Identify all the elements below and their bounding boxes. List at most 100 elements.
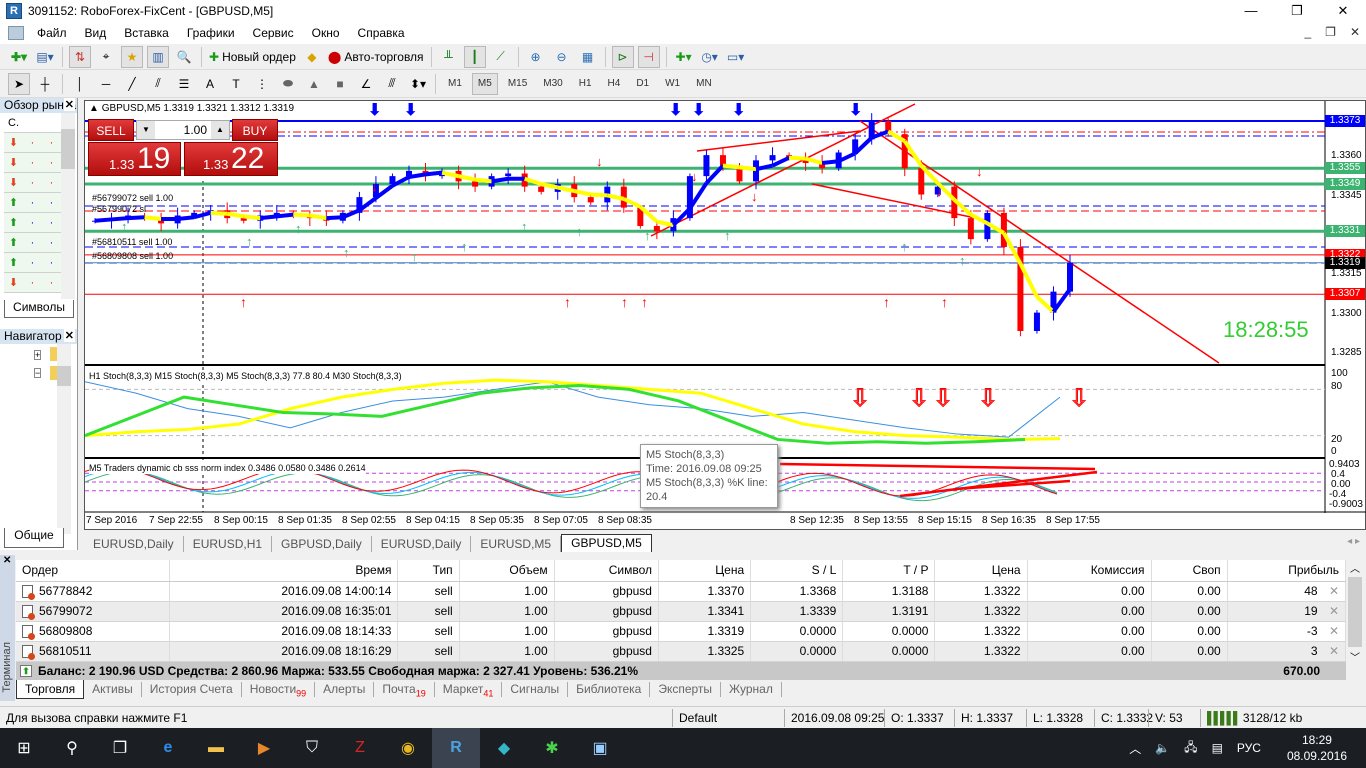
close-order-icon[interactable]: ✕ (1328, 644, 1339, 658)
minimize-button[interactable]: — (1244, 3, 1258, 18)
column-header[interactable]: T / P (842, 560, 936, 582)
input-language[interactable]: РУС (1236, 741, 1261, 755)
notifications-icon[interactable]: ▤ (1211, 741, 1223, 755)
terminal-tab[interactable]: Торговля (16, 680, 85, 699)
close-order-icon[interactable]: ✕ (1328, 604, 1339, 618)
new-order-button[interactable]: ✚ Новый ордер (208, 46, 297, 68)
timeframe-w1[interactable]: W1 (665, 78, 681, 89)
strategy-tester-icon[interactable]: 🔍 (176, 49, 192, 64)
profiles-icon[interactable]: ▤▾ (36, 49, 54, 64)
sell-button[interactable]: SELL (88, 119, 134, 141)
market-watch-row[interactable]: ⬇ · · (4, 133, 62, 153)
market-watch-row[interactable]: ⬆ · · (4, 253, 62, 273)
market-watch-scrollbar[interactable] (61, 113, 75, 299)
column-header[interactable]: Комиссия (1027, 560, 1152, 582)
timeframe-h1[interactable]: H1 (578, 78, 592, 89)
equidistant-channel-icon[interactable]: ⫽ (155, 76, 161, 90)
timeframe-m1[interactable]: M1 (448, 78, 462, 89)
menu-file[interactable]: Файл (37, 26, 67, 40)
chrome-icon[interactable]: ◉ (401, 740, 415, 757)
cursor-icon[interactable]: ➤ (8, 72, 30, 95)
menu-view[interactable]: Вид (84, 26, 107, 40)
text-icon[interactable]: A (205, 76, 214, 91)
terminal-tab[interactable]: Эксперты (650, 682, 722, 697)
task-view-icon[interactable]: ❐ (112, 740, 128, 757)
ellipse-icon[interactable]: ⬬ (282, 76, 294, 90)
chart-window[interactable]: ⬇ ⬇ ⬇ ⬇ ⬇ ⬇ ↑ ↑ ↑ ↑ ↑ ↑ ↑ ↑ ↑ ↑ ↑ ↑ ↑ ↑ ↑ ↑ ↑ ↑ ↓ ↓ ↓ ↓ ↓ ↓ ⇩ ⇩ ⇩ ⇩ ⇩ ▲ GB… (84, 100, 1366, 530)
start-windows-icon[interactable]: ⊞ (17, 740, 31, 757)
timeframe-d1[interactable]: D1 (636, 78, 650, 89)
general-tab[interactable]: Общие (4, 528, 64, 548)
mdi-restore-button[interactable]: ❐ (1325, 25, 1336, 39)
order-row[interactable]: 56810511 2016.09.08 18:16:29 sell 1.00 gbpus… (16, 641, 1347, 662)
mdi-minimize-button[interactable]: _ (1304, 25, 1312, 39)
market-watch-row[interactable]: ⬇ · · (4, 173, 62, 193)
candlestick-icon[interactable]: ┃ (463, 45, 486, 68)
terminal-tab[interactable]: Почта19 (374, 682, 435, 698)
metatrader-icon[interactable]: R (432, 728, 480, 768)
rectangle-icon[interactable]: ■ (336, 76, 344, 91)
chart-window-icon[interactable] (8, 26, 24, 40)
market-watch-row[interactable]: ⬇ · · (4, 153, 62, 173)
horizontal-line-icon[interactable]: ─ (101, 76, 111, 91)
terminal-tab[interactable]: Сигналы (502, 682, 569, 697)
expand-icon[interactable]: + (34, 350, 42, 360)
chart-tab[interactable]: EURUSD,Daily (84, 536, 184, 552)
market-watch-row[interactable]: ⬆ · · (4, 213, 62, 233)
terminal-close-icon[interactable]: ✕ (3, 555, 12, 566)
tab-scroll-arrows[interactable]: ◂ ▸ (1347, 536, 1360, 547)
channel-icon[interactable]: ⫻ (388, 76, 396, 90)
market-watch-row[interactable]: ⬆ · · (4, 193, 62, 213)
menu-charts[interactable]: Графики (186, 26, 235, 40)
order-row[interactable]: 56778842 2016.09.08 14:00:14 sell 1.00 gbpus… (16, 581, 1347, 602)
templates-icon[interactable]: ▭▾ (726, 49, 745, 64)
timeframe-mn[interactable]: MN (696, 78, 712, 89)
angle-icon[interactable]: ∠ (360, 76, 372, 91)
connection-status[interactable]: ▌▌▌▌▌ 3128/12 kb (1200, 708, 1308, 727)
menu-window[interactable]: Окно (311, 26, 340, 40)
close-order-icon[interactable]: ✕ (1328, 584, 1339, 598)
vertical-line-icon[interactable]: │ (76, 76, 84, 91)
collapse-icon[interactable]: − (34, 368, 42, 378)
lot-increase-icon[interactable]: ▲ (211, 121, 229, 139)
autoscroll-icon[interactable]: ⊳ (611, 45, 634, 68)
market-watch-close-icon[interactable]: ✕ (63, 98, 75, 111)
new-chart-icon[interactable]: ✚▾ (10, 49, 28, 64)
network-icon[interactable]: 🖧 (1184, 739, 1198, 754)
buy-button[interactable]: BUY (232, 119, 278, 141)
symbols-tab[interactable]: Символы (4, 300, 74, 318)
column-header[interactable]: Своп (1151, 560, 1228, 582)
text-label-icon[interactable]: T (232, 76, 240, 91)
data-window-icon[interactable]: ⌖ (102, 49, 110, 63)
timeframe-h4[interactable]: H4 (607, 78, 621, 89)
terminal-tab[interactable]: Новости99 (242, 682, 316, 698)
triangle-icon[interactable]: ▲ (308, 76, 320, 91)
navigator-close-icon[interactable]: ✕ (63, 329, 75, 342)
ask-price[interactable]: 1.33 22 (184, 142, 278, 176)
arrows-icon[interactable]: ⬍▾ (409, 76, 427, 91)
market-watch-row[interactable]: ⬆ · · (4, 233, 62, 253)
terminal-tab[interactable]: Маркет41 (435, 682, 503, 698)
file-explorer-icon[interactable]: ▬ (208, 739, 224, 756)
terminal-tab[interactable]: История Счета (142, 682, 242, 697)
column-header[interactable]: Символ (554, 560, 659, 582)
column-header[interactable]: Ордер (16, 560, 171, 582)
show-hidden-icons-icon[interactable]: ︿ (1129, 741, 1142, 756)
zynga-icon[interactable]: Z (355, 739, 365, 756)
navigator-scrollbar[interactable] (57, 344, 71, 534)
fibo-fan-icon[interactable]: ⋮ (256, 76, 268, 91)
chart-shift-icon[interactable]: ⊣ (637, 45, 660, 68)
app-icon[interactable]: ◆ (497, 740, 511, 757)
terminal-tab[interactable]: Журнал (721, 682, 782, 697)
indicators-icon[interactable]: ✚▾ (675, 49, 692, 64)
media-player-icon[interactable]: ▶ (257, 740, 271, 757)
column-header[interactable]: Тип (397, 560, 460, 582)
zoom-in-icon[interactable]: ⊕ (530, 49, 541, 64)
close-button[interactable]: ✕ (1337, 3, 1349, 18)
app-green-icon[interactable]: ✱ (545, 740, 559, 757)
volume-icon[interactable]: 🔈 (1155, 741, 1171, 755)
restore-button[interactable]: ❐ (1291, 3, 1303, 18)
terminal-tab[interactable]: Активы (84, 682, 142, 697)
chart-tab[interactable]: GBPUSD,Daily (272, 536, 372, 552)
clock[interactable]: 18:29 08.09.2016 (1268, 732, 1366, 764)
